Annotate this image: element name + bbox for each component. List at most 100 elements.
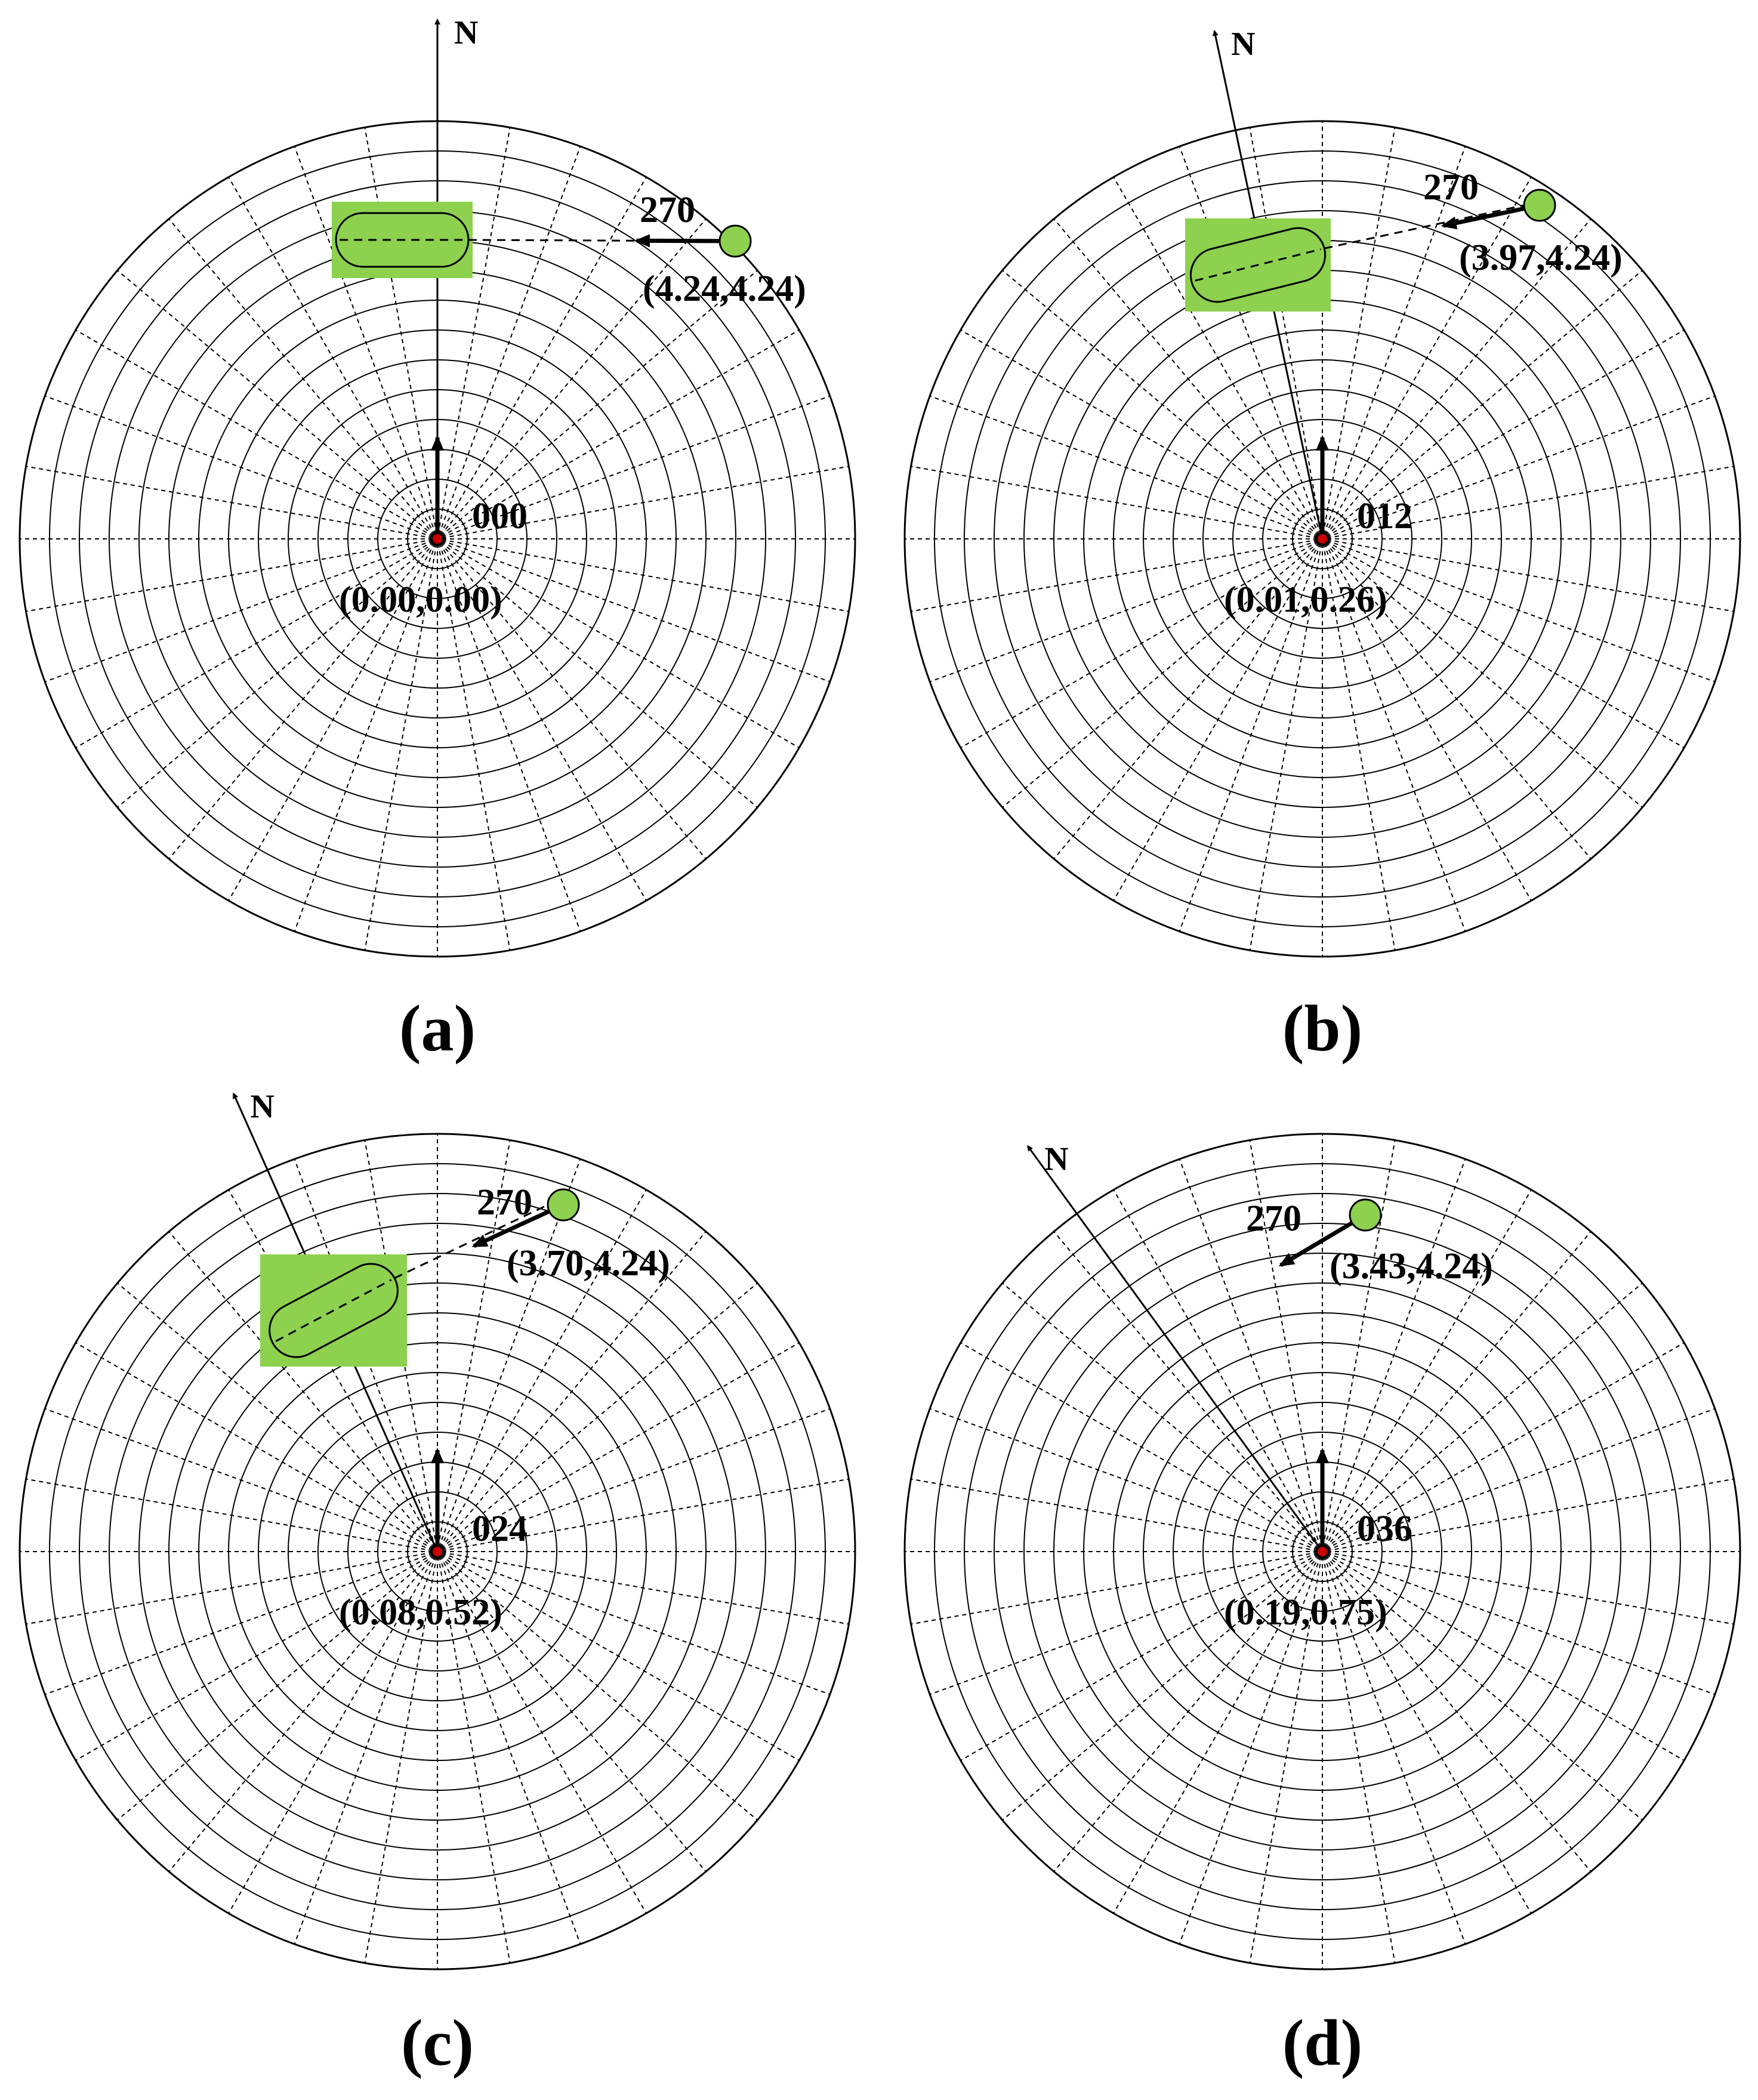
bearing-spoke [960,1342,1319,1550]
bearing-spoke [1327,1552,1716,1695]
bearing-spoke [1322,1140,1396,1547]
bearing-spoke [228,542,436,901]
bearing-spoke [1326,1553,1685,1761]
own-position-label: (0.00,0.00) [339,579,502,620]
bearing-spoke [1053,542,1320,859]
bearing-spoke [26,539,433,612]
bearing-spoke [75,1342,434,1550]
bearing-spoke [1323,146,1466,535]
bearing-spoke [442,1478,849,1552]
bearing-spoke [1323,543,1466,932]
bearing-spoke [442,539,849,612]
target-ship [547,1188,580,1222]
bearing-spoke [1325,542,1592,859]
north-label: N [1044,1140,1068,1177]
bearing-spoke [228,1189,436,1548]
bearing-spoke [75,329,434,537]
own-ship [431,533,443,545]
target-ship [1349,1198,1382,1232]
bearing-spoke [437,543,511,951]
zone-axis-line [275,1279,392,1342]
bearing-spoke [441,541,800,748]
zone-axis-line [1195,248,1321,282]
bearing-spoke [439,1189,647,1548]
bearing-spoke [1113,177,1321,535]
bearing-spoke [228,177,436,535]
bearing-spoke [442,1552,831,1695]
bearing-spoke [442,395,831,538]
bearing-spoke [929,1552,1318,1695]
range-ring [994,1223,1651,1880]
bearing-spoke [441,329,800,537]
bearing-spoke [1113,542,1321,901]
target-ship [1523,189,1556,222]
bearing-spoke [44,539,433,683]
target-course-label: 270 [1423,167,1479,208]
bearing-spoke [960,329,1319,537]
bearing-spoke [1249,1140,1322,1547]
bearing-spoke [26,1552,433,1625]
bearing-spoke [364,543,437,951]
bearing-spoke [439,177,647,535]
bearing-spoke [438,543,581,932]
range-ring [1023,1253,1621,1851]
bearing-spoke [1325,1555,1592,1872]
bearing-spoke [1322,127,1396,535]
bearing-spoke [437,1140,511,1547]
north-direction-line [1027,1145,1324,1552]
bearing-spoke [1323,1556,1466,1945]
own-course-label: 000 [472,496,528,536]
bearing-spoke [960,1553,1319,1761]
bearing-spoke [929,539,1318,683]
polar-grid [18,1133,856,1971]
radar-panel-a: N 270 (4.24,4.24) 000 (0.00,0.00) (a) [18,14,856,1065]
range-ring [994,210,1651,868]
north-label: N [250,1088,274,1125]
bearing-spoke [1179,543,1322,932]
bearing-spoke [960,541,1319,748]
bearing-spoke [1326,541,1685,748]
bearing-spoke [1179,146,1322,535]
polar-grid [18,120,856,958]
bearing-spoke [117,541,434,808]
bearing-spoke [929,1408,1318,1551]
bearing-spoke [44,395,433,538]
bearing-spoke [1325,1282,1643,1549]
bearing-spoke [440,542,707,859]
target-position-label: (3.70,4.24) [507,1243,670,1284]
bearing-spoke [1325,218,1592,536]
bearing-spoke [440,1554,758,1821]
range-ring [288,1402,587,1701]
polar-grid [903,120,1741,958]
bearing-spoke [168,542,435,859]
bearing-spoke [364,1140,437,1547]
bearing-spoke [1327,1478,1734,1552]
own-position-label: (0.01,0.26) [1224,579,1387,620]
bearing-spoke [1327,539,1716,683]
target-course-label: 270 [640,190,695,230]
bearing-spoke [1002,270,1319,536]
bearing-spoke [1249,543,1322,951]
own-course-label: 024 [472,1509,528,1549]
bearing-spoke [294,1556,437,1945]
bearing-spoke [1113,1555,1321,1914]
north-label: N [1231,26,1255,63]
range-ring [109,1223,766,1880]
bearing-spoke [117,1282,434,1549]
own-ship [1316,533,1328,545]
bearing-spoke [437,1556,511,1963]
bearing-spoke [441,1553,800,1761]
bearing-spoke [1323,1158,1466,1547]
collision-zone [332,202,473,278]
bearing-spoke [1322,543,1396,951]
bearing-spoke [439,1555,647,1914]
bearing-spoke [364,127,437,535]
bearing-spoke [442,465,849,539]
bearing-spoke [1053,218,1320,536]
bearing-spoke [1249,127,1322,535]
bearing-spoke [911,465,1318,539]
bearing-spoke [440,218,707,536]
bearing-spoke [294,543,437,932]
bearing-spoke [1249,1556,1322,1963]
bearing-spoke [442,1408,831,1551]
